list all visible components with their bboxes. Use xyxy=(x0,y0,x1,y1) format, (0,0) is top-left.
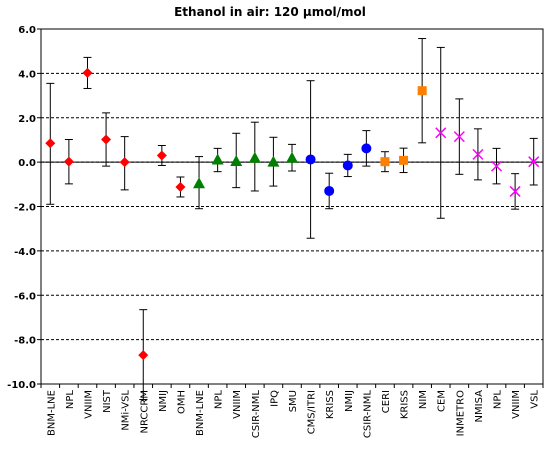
y-tick-label: -10.0 xyxy=(7,380,36,391)
x-tick-label: BNM-LNE xyxy=(195,390,206,436)
marker-diamond xyxy=(63,156,74,167)
data-point xyxy=(305,80,316,239)
marker-diamond xyxy=(45,138,56,149)
y-tick-label: 4.0 xyxy=(18,69,36,80)
marker-square xyxy=(380,157,390,167)
marker-cross xyxy=(509,185,521,197)
marker-diamond xyxy=(101,134,112,145)
data-point xyxy=(138,309,149,401)
x-tick-label: CMS/ITRI xyxy=(307,390,318,434)
marker-triangle xyxy=(267,155,280,167)
y-tick-label: -2.0 xyxy=(14,203,36,214)
data-point xyxy=(490,147,503,185)
data-point xyxy=(82,56,93,89)
marker-cross xyxy=(435,127,447,139)
x-tick-label: CERI xyxy=(381,390,392,413)
x-tick-label: NRCCRM xyxy=(139,390,150,433)
x-tick-label: NIST xyxy=(102,389,113,413)
marker-diamond xyxy=(119,157,130,168)
data-point xyxy=(45,82,56,205)
x-tick-label: NPL xyxy=(65,390,76,410)
x-tick-label: NMi-VSL xyxy=(121,390,132,431)
x-tick-label: BNM-LNE xyxy=(46,390,57,436)
y-tick-label: -4.0 xyxy=(14,247,36,258)
marker-diamond xyxy=(156,150,167,161)
marker-cross xyxy=(453,131,465,143)
x-tick-label: INMETRO xyxy=(455,390,466,436)
plot-frame xyxy=(40,28,544,385)
data-point xyxy=(417,38,427,144)
x-tick-label: IPQ xyxy=(269,390,280,407)
x-axis: BNM-LNE NPL VNIIM NIST NMi-VSL NRCCRM NMIJ OMH B… xyxy=(40,384,544,439)
x-tick-label: KRISS xyxy=(325,390,336,419)
x-tick-label: NMIJ xyxy=(344,390,355,412)
marker-triangle xyxy=(248,151,261,163)
marker-square xyxy=(399,155,409,165)
data-point xyxy=(472,128,484,181)
data-point xyxy=(230,132,243,189)
data-point xyxy=(119,136,130,191)
data-point xyxy=(380,151,390,173)
marker-triangle xyxy=(193,177,206,189)
grid-lines xyxy=(41,72,543,341)
x-tick-label: CSIR-NML xyxy=(251,390,262,439)
x-tick-label: CEM xyxy=(437,390,448,412)
y-tick-label: 6.0 xyxy=(18,25,36,36)
y-tick-label: 0.0 xyxy=(18,158,36,169)
data-point xyxy=(528,137,540,186)
data-point xyxy=(399,147,409,174)
marker-cross xyxy=(472,148,484,160)
marker-circle xyxy=(324,185,335,196)
marker-circle xyxy=(361,143,372,154)
data-point xyxy=(286,143,298,172)
marker-diamond xyxy=(82,67,93,78)
data-point xyxy=(324,172,335,210)
data-point xyxy=(101,112,112,167)
marker-triangle xyxy=(230,155,243,167)
data-point xyxy=(453,98,465,175)
marker-square xyxy=(417,86,427,96)
data-point xyxy=(175,176,186,198)
marker-diamond xyxy=(175,181,186,192)
marker-triangle xyxy=(211,153,224,165)
data-point xyxy=(156,144,167,166)
data-point xyxy=(211,147,224,173)
x-tick-label: NMISA xyxy=(474,390,485,423)
y-axis: 6.0 4.0 2.0 0.0 -2.0 -4.0 -6.0 -8.0 -10.0 xyxy=(7,25,41,391)
data-point xyxy=(193,156,206,210)
data-point xyxy=(435,46,447,219)
data-point xyxy=(267,136,280,187)
x-tick-label: VNIIM xyxy=(511,390,522,419)
x-tick-label: NIM xyxy=(418,390,429,409)
x-tick-label: VNIIM xyxy=(232,390,243,419)
y-tick-label: -6.0 xyxy=(14,291,36,302)
data-point xyxy=(361,130,372,167)
data-point xyxy=(342,153,353,178)
data-point xyxy=(509,173,521,210)
x-tick-label: NMIJ xyxy=(158,390,169,412)
chart-title: Ethanol in air: 120 µmol/mol xyxy=(174,5,366,19)
x-tick-label: CSIR-NML xyxy=(362,390,373,439)
marker-cross xyxy=(528,156,540,168)
marker-diamond xyxy=(138,350,149,361)
x-tick-label: NPL xyxy=(214,390,225,410)
x-tick-label: SMU xyxy=(288,390,299,412)
data-marks xyxy=(45,38,540,401)
data-point xyxy=(248,121,261,192)
x-tick-label: VNIIM xyxy=(83,390,94,419)
x-tick-label: KRISS xyxy=(400,390,411,419)
x-tick-label: NPL xyxy=(493,390,504,410)
x-tick-label: VSL xyxy=(530,390,541,409)
marker-circle xyxy=(305,154,316,165)
x-tick-label: OMH xyxy=(176,390,187,414)
marker-triangle xyxy=(286,151,298,163)
y-tick-label: -8.0 xyxy=(14,336,36,347)
marker-circle xyxy=(342,160,353,171)
marker-cross xyxy=(490,160,503,172)
data-point xyxy=(63,138,74,185)
y-tick-label: 2.0 xyxy=(18,114,36,125)
